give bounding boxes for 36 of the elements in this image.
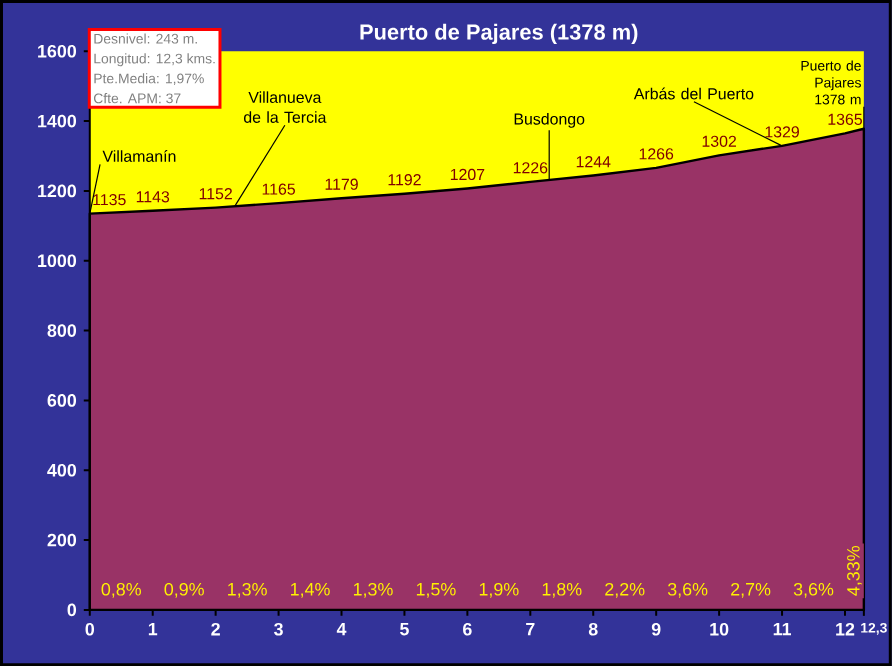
- annotation: 3,6%: [793, 582, 834, 598]
- y-tick-label: 800: [47, 324, 77, 337]
- annotation: 1,3%: [353, 582, 393, 598]
- annotation: 1,3%: [228, 582, 267, 598]
- x-tick-label: 6: [463, 622, 472, 636]
- annotation: 0,8%: [101, 582, 141, 598]
- x-tick-label: 3: [274, 622, 283, 636]
- x-tick-label: 7: [526, 622, 535, 636]
- y-tick-label: 600: [47, 393, 77, 407]
- y-tick-label: 200: [47, 533, 77, 547]
- annotation: 3,6%: [667, 582, 708, 598]
- annotation: 1,9%: [479, 582, 519, 598]
- y-tick-label: 400: [47, 463, 77, 477]
- x-tick-label: 2: [211, 622, 220, 636]
- x-tick-label: 8: [588, 622, 598, 636]
- x-tick-label: 5: [400, 622, 409, 636]
- x-tick-label: 12: [836, 622, 855, 636]
- x-tick-label: 1: [148, 622, 158, 636]
- annotation: 1,5%: [416, 582, 456, 598]
- y-tick-label: 1200: [38, 184, 77, 198]
- y-tick-label: 1000: [38, 254, 77, 267]
- annotation: 0,9%: [164, 582, 204, 598]
- x-tick-label: 10: [710, 622, 729, 636]
- annotation: 4,33%: [847, 545, 862, 596]
- y-tick-label: 1600: [38, 44, 77, 58]
- chart-title: Puerto de Pajares (1378 m): [360, 23, 638, 44]
- x-tick-label: 0: [85, 622, 95, 636]
- x-tick-label: 11: [773, 622, 791, 636]
- annotation: 1,4%: [291, 582, 330, 598]
- x-tick-label: 9: [651, 622, 661, 636]
- annotation: 2,7%: [731, 582, 771, 598]
- x-tick-label: 4: [336, 622, 347, 636]
- annotation: 1,8%: [542, 582, 582, 598]
- y-tick-label: 0: [67, 603, 77, 617]
- y-tick-label: 1400: [38, 114, 77, 128]
- annotation: 2,2%: [605, 582, 645, 598]
